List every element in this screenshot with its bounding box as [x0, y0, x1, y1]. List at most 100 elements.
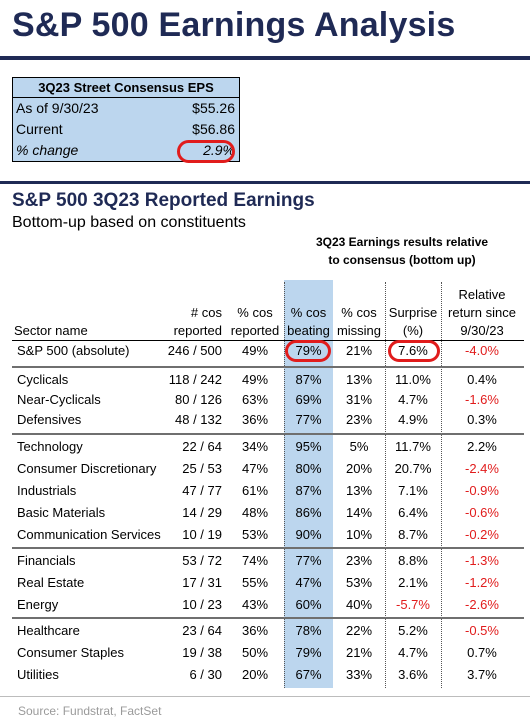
sector-name: Real Estate	[17, 575, 85, 590]
pct-reported: 36%	[241, 623, 269, 638]
pct-beating: 67%	[295, 667, 322, 682]
pct-beating: 87%	[295, 483, 322, 498]
pct-beating: 69%	[295, 392, 322, 407]
relative-return: -1.6%	[465, 392, 499, 407]
pct-missing: 5%	[349, 439, 369, 454]
surprise-pct: 2.1%	[398, 575, 428, 590]
group-rule	[12, 433, 524, 435]
column-divider	[385, 282, 386, 688]
pct-missing: 22%	[345, 623, 373, 638]
eps-row-asof: As of 9/30/23 $55.26	[13, 98, 239, 119]
eps-value: $56.86	[192, 121, 235, 137]
pct-missing: 13%	[345, 483, 373, 498]
pct-missing: 13%	[345, 372, 373, 387]
surprise-pct: 8.7%	[398, 527, 428, 542]
col-header-pct-reported: reported	[230, 323, 280, 338]
eps-box-header: 3Q23 Street Consensus EPS	[13, 78, 239, 98]
cos-reported: 25 / 53	[182, 461, 222, 476]
table-row: Consumer Discretionary 25 / 53 47% 80% 20% 20…	[0, 459, 530, 479]
section-title: S&P 500 3Q23 Reported Earnings	[12, 190, 315, 211]
section-rule	[0, 181, 530, 184]
col-header-missing: missing	[336, 323, 382, 338]
page-title: S&P 500 Earnings Analysis	[12, 6, 456, 44]
pct-missing: 33%	[345, 667, 373, 682]
pct-reported: 55%	[241, 575, 269, 590]
surprise-pct: 4.7%	[398, 645, 428, 660]
surprise-pct: 20.7%	[394, 461, 432, 476]
sector-name: Communication Services	[17, 527, 161, 542]
col-header-beating: beating	[287, 323, 330, 338]
pct-reported: 47%	[241, 461, 269, 476]
pct-beating: 79%	[295, 343, 322, 358]
surprise-pct: 11.7%	[395, 439, 431, 454]
pct-missing: 23%	[345, 412, 373, 427]
pct-missing: 21%	[345, 645, 373, 660]
cos-reported: 10 / 23	[182, 597, 222, 612]
surprise-pct: 5.2%	[398, 623, 428, 638]
relative-return: 0.4%	[467, 372, 497, 387]
pct-reported: 61%	[241, 483, 269, 498]
table-row: Healthcare 23 / 64 36% 78% 22% 5.2% -0.5%	[0, 621, 530, 641]
col-header-surprise: (%)	[402, 323, 424, 338]
pct-beating: 78%	[295, 623, 322, 638]
pct-beating: 77%	[295, 553, 322, 568]
eps-value: $55.26	[192, 100, 235, 116]
sector-name: Technology	[17, 439, 83, 454]
sector-name: Utilities	[17, 667, 59, 682]
column-divider	[441, 282, 442, 688]
table-row: Energy 10 / 23 43% 60% 40% -5.7% -2.6%	[0, 595, 530, 615]
surprise-pct: 3.6%	[398, 667, 428, 682]
surprise-pct: 11.0%	[395, 372, 431, 387]
col-header-relative-return: 9/30/23	[460, 323, 504, 338]
sector-name: Near-Cyclicals	[17, 392, 101, 407]
pct-beating: 80%	[295, 461, 322, 476]
group-rule	[12, 547, 524, 549]
eps-label: Current	[16, 121, 63, 137]
table-row: Technology 22 / 64 34% 95% 5% 11.7% 2.2%	[0, 437, 530, 457]
sector-name: Healthcare	[17, 623, 80, 638]
sector-name: Basic Materials	[17, 505, 106, 520]
relative-return: 0.3%	[467, 412, 497, 427]
beating-circle	[285, 340, 331, 362]
pct-reported: 20%	[241, 667, 269, 682]
relative-return: -4.0%	[465, 343, 499, 358]
pct-missing: 40%	[345, 597, 373, 612]
title-rule	[0, 56, 530, 60]
surprise-pct: 7.6%	[398, 343, 428, 358]
sector-name: Cyclicals	[17, 372, 69, 387]
group-rule	[12, 617, 524, 619]
group-header-line2: to consensus (bottom up)	[328, 253, 476, 267]
cos-reported: 48 / 132	[175, 412, 222, 427]
consensus-eps-box: 3Q23 Street Consensus EPS As of 9/30/23 …	[12, 77, 240, 162]
col-header-reported: reported	[173, 323, 222, 338]
footer-rule	[0, 696, 530, 697]
pct-reported: 53%	[241, 527, 269, 542]
sector-name: Defensives	[17, 412, 82, 427]
col-header-relative-return: return since	[448, 305, 516, 320]
col-header-beating: % cos	[290, 305, 327, 320]
table-row: Defensives 48 / 132 36% 77% 23% 4.9% 0.3%	[0, 410, 530, 430]
cos-reported: 246 / 500	[167, 343, 222, 358]
pct-beating: 86%	[295, 505, 322, 520]
eps-label: As of 9/30/23	[16, 100, 99, 116]
col-header-surprise: Surprise	[388, 305, 438, 320]
section-subtitle: Bottom-up based on constituents	[12, 214, 246, 231]
table-row: Utilities 6 / 30 20% 67% 33% 3.6% 3.7%	[0, 665, 530, 685]
pct-beating: 60%	[295, 597, 322, 612]
cos-reported: 19 / 38	[182, 645, 222, 660]
relative-return: -0.9%	[465, 483, 499, 498]
sector-name: Financials	[17, 553, 76, 568]
table-row: Communication Services 10 / 19 53% 90% 10% 8.…	[0, 525, 530, 545]
column-divider	[284, 282, 285, 688]
header-rule	[12, 340, 524, 341]
relative-return: 0.7%	[467, 645, 497, 660]
sector-name: Consumer Discretionary	[17, 461, 157, 476]
pct-reported: 63%	[241, 392, 269, 407]
pct-missing: 14%	[345, 505, 373, 520]
pct-missing: 31%	[345, 392, 373, 407]
pct-missing: 23%	[345, 553, 373, 568]
table-row: Cyclicals 118 / 242 49% 87% 13% 11.0% 0.4%	[0, 370, 530, 390]
pct-reported: 34%	[241, 439, 269, 454]
surprise-pct: 8.8%	[398, 553, 428, 568]
pct-beating: 90%	[295, 527, 322, 542]
